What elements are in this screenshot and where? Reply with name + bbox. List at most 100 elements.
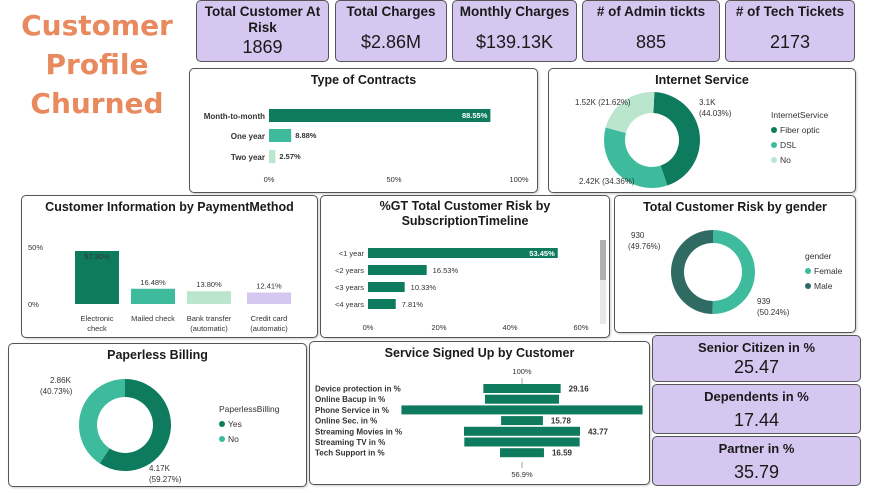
contracts-bar: [269, 150, 276, 163]
contracts-category-label: One year: [231, 132, 265, 141]
payment-value-label: 12.41%: [256, 282, 282, 291]
gender-panel: Total Customer Risk by gender 930 (49.76%…: [614, 195, 856, 333]
gender-slice: [671, 230, 713, 314]
kpi-value: 2173: [769, 32, 811, 52]
kpi-customer-at-risk: Total Customer At Risk 1869: [196, 0, 329, 62]
gender-legend-marker: [805, 268, 811, 274]
partner-card: Partner in % 35.79: [652, 436, 861, 486]
services-bar: [483, 384, 561, 393]
paperless-data-label: (40.73%): [40, 387, 73, 396]
contracts-value-label: 88.55%: [462, 111, 488, 120]
payment-title: Customer Information by PaymentMethod: [45, 200, 294, 214]
internet-slice: [605, 92, 655, 133]
services-category-label: Streaming Movies in %: [315, 427, 402, 436]
scrollbar-thumb[interactable]: [600, 240, 606, 280]
paperless-legend-title: PaperlessBilling: [219, 404, 280, 414]
internet-legend-marker: [771, 157, 777, 163]
services-value-label: 15.78: [551, 417, 572, 426]
services-category-label: Tech Support in %: [315, 449, 385, 458]
page-title-line-1: Customer: [21, 9, 173, 42]
internet-data-label: 2.42K (34.36%): [579, 177, 635, 186]
services-value-label: 29.16: [569, 385, 590, 394]
kpi-label: Monthly Charges: [459, 4, 570, 19]
services-bottom-label: 56.9%: [511, 470, 533, 479]
side-card-value: 35.79: [733, 462, 780, 482]
payment-category-label: check: [87, 324, 107, 333]
timeline-tick-label: 0%: [363, 323, 374, 332]
payment-category-label: Bank transfer: [187, 314, 232, 323]
paperless-data-label: (59.27%): [149, 475, 182, 484]
gender-legend-title: gender: [805, 251, 832, 261]
services-value-label: 16.59: [552, 449, 573, 458]
timeline-tick-label: 20%: [431, 323, 446, 332]
gender-slice: [712, 230, 755, 314]
contracts-chart: Month-to-month 88.55% One year 8.88% Two yea…: [204, 109, 529, 184]
services-category-label: Phone Service in %: [315, 406, 389, 415]
paperless-panel: Paperless Billing 2.86K (40.73%) 4.17K (59.…: [8, 343, 307, 487]
payment-category-label: (automatic): [250, 324, 288, 333]
internet-slice: [653, 92, 700, 186]
kpi-label: # of Admin tickts: [596, 4, 706, 19]
payment-tick-label: 50%: [28, 243, 43, 252]
kpi-label: # of Tech Tickets: [735, 4, 845, 19]
internet-legend-marker: [771, 127, 777, 133]
timeline-category-label: <3 years: [335, 283, 364, 292]
gender-data-label: (49.76%): [628, 242, 661, 251]
side-card-label: Senior Citizen in %: [697, 340, 815, 355]
paperless-slice: [79, 379, 125, 464]
gender-legend-label: Female: [814, 266, 843, 276]
paperless-data-label: 4.17K: [149, 464, 171, 473]
services-bar: [501, 416, 543, 426]
timeline-bar: [368, 299, 396, 309]
internet-legend-label: No: [780, 155, 791, 165]
paperless-legend-marker: [219, 421, 225, 427]
internet-title: Internet Service: [655, 73, 749, 87]
scrollbar[interactable]: [600, 240, 606, 324]
contracts-tick-label: 0%: [264, 175, 275, 184]
services-panel: Service Signed Up by Customer 100% Device…: [309, 341, 650, 485]
services-bar: [464, 437, 580, 447]
timeline-value-label: 7.81%: [402, 300, 424, 309]
internet-slice: [604, 127, 668, 188]
page-title-line-2: Profile: [45, 48, 149, 81]
timeline-panel: %GT Total Customer Risk by SubscriptionT…: [320, 195, 610, 338]
timeline-chart: <1 year 53.45% <2 years 16.53% <3 years 10.33…: [335, 248, 589, 332]
kpi-value: 885: [635, 32, 667, 52]
internet-data-label: 1.52K (21.62%): [575, 98, 631, 107]
timeline-value-label: 53.45%: [529, 249, 555, 258]
internet-data-label: (44.03%): [699, 109, 732, 118]
side-card-value: 25.47: [733, 357, 780, 377]
services-chart: 100% Device protection in % 29.16 Online Ba…: [315, 367, 643, 479]
contracts-tick-label: 50%: [386, 175, 401, 184]
timeline-category-label: <4 years: [335, 300, 364, 309]
payment-bar: [75, 251, 119, 304]
kpi-value: $2.86M: [360, 32, 422, 52]
services-title: Service Signed Up by Customer: [384, 346, 575, 360]
timeline-tick-label: 40%: [502, 323, 517, 332]
payment-value-label: 57.30%: [84, 252, 110, 261]
payment-category-label: (automatic): [190, 324, 228, 333]
payment-tick-label: 0%: [28, 300, 39, 309]
contracts-panel: Type of Contracts Month-to-month 88.55% On…: [189, 68, 538, 193]
payment-panel: Customer Information by PaymentMethod 50…: [21, 195, 318, 338]
kpi-total-charges: Total Charges $2.86M: [335, 0, 447, 62]
page-title-line-3: Churned: [30, 87, 164, 120]
paperless-legend-marker: [219, 436, 225, 442]
gender-legend-marker: [805, 283, 811, 289]
payment-category-label: Credit card: [251, 314, 288, 323]
timeline-value-label: 10.33%: [411, 283, 437, 292]
services-value-label: 43.77: [588, 427, 609, 436]
payment-category-label: Electronic: [81, 314, 114, 323]
gender-data-label: 930: [631, 231, 645, 240]
contracts-value-label: 2.57%: [279, 152, 301, 161]
gender-chart: 930 (49.76%) 939 (50.24%) gender Female Male: [628, 230, 843, 317]
timeline-bar: [368, 265, 427, 275]
kpi-value: 1869: [242, 37, 283, 57]
contracts-bar: [269, 129, 292, 142]
internet-chart: 3.1K (44.03%) 1.52K (21.62%) 2.42K (34.36%)…: [575, 92, 828, 188]
gender-data-label: 939: [757, 297, 771, 306]
contracts-title: Type of Contracts: [310, 73, 417, 87]
internet-legend-marker: [771, 142, 777, 148]
kpi-value: $139.13K: [475, 32, 554, 52]
timeline-bar: [368, 248, 558, 258]
